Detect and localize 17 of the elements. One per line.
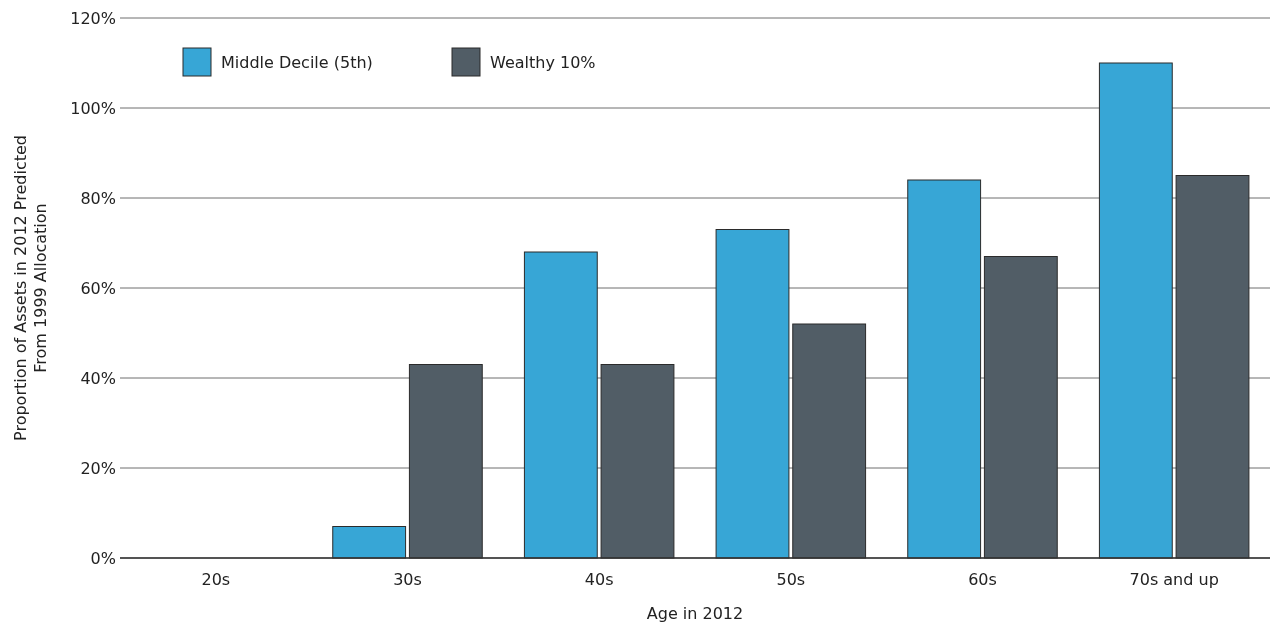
y-tick-label: 60% <box>80 278 116 298</box>
x-tick-label: 60s <box>968 570 997 589</box>
x-tick-label: 70s and up <box>1129 570 1219 589</box>
legend-label: Middle Decile (5th) <box>221 52 373 72</box>
y-tick-label: 40% <box>80 368 116 388</box>
y-axis-title: Proportion of Assets in 2012 Predicted From 1999 Allocation <box>11 135 50 441</box>
y-tick-label: 0% <box>90 548 116 568</box>
x-axis-title: Age in 2012 <box>646 604 744 623</box>
y-tick-label: 120% <box>70 8 116 28</box>
x-tick-label: 40s <box>584 570 614 589</box>
y-tick-label: 80% <box>80 188 116 208</box>
y-tick-label: 100% <box>70 98 116 118</box>
x-tick-label: 20s <box>201 570 231 589</box>
x-tick-label: 30s <box>393 570 422 589</box>
x-tick-label: 50s <box>776 570 806 589</box>
y-tick-label: 20% <box>80 458 116 478</box>
legend-label: Wealthy 10% <box>490 52 596 72</box>
